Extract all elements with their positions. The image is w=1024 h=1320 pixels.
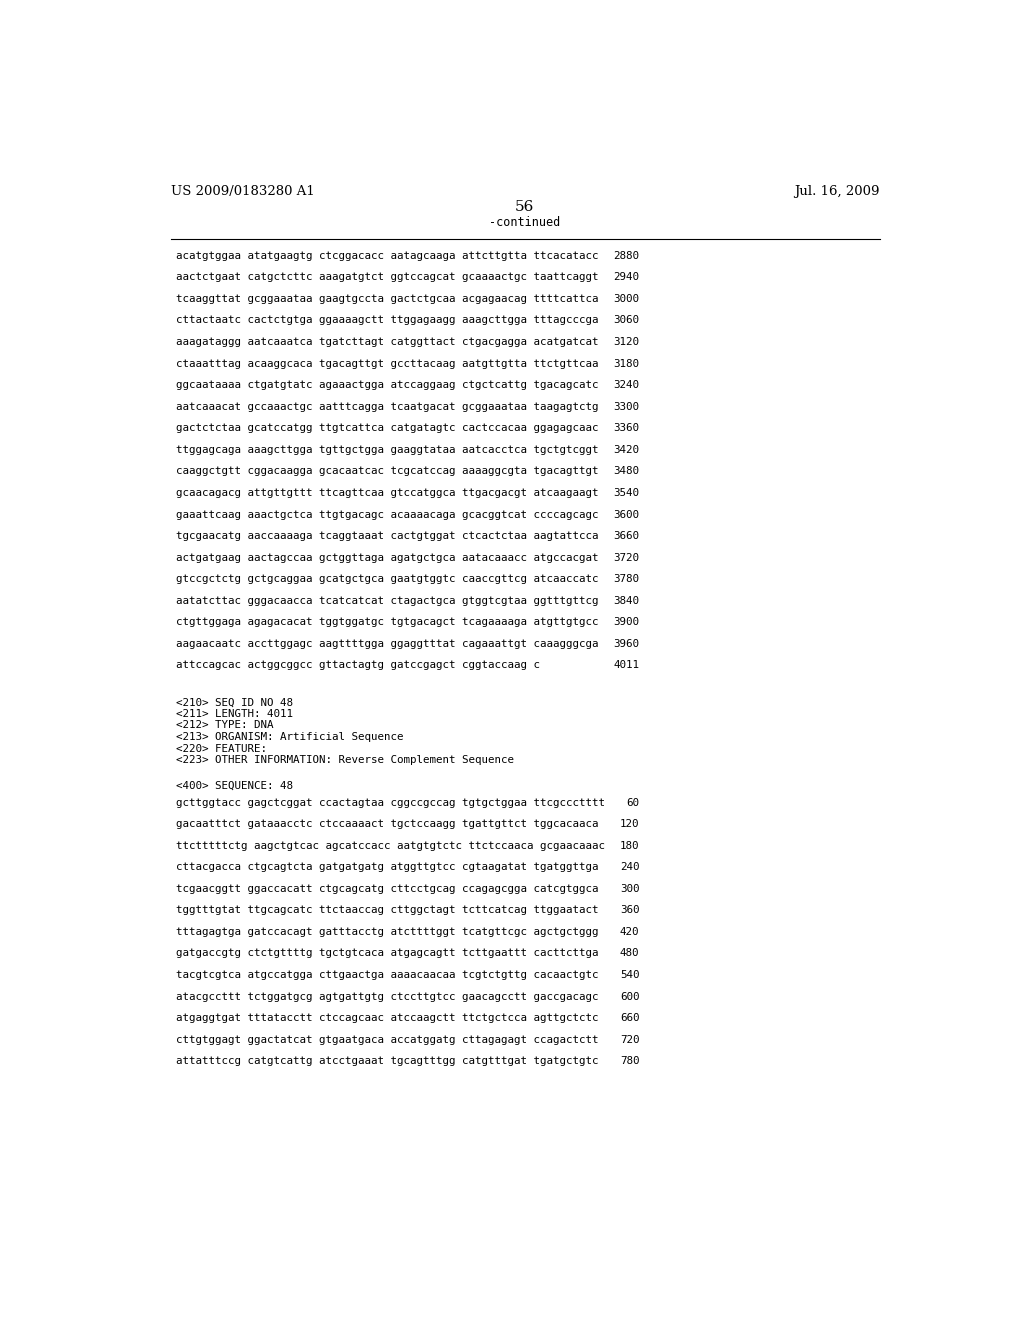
Text: aaagataggg aatcaaatca tgatcttagt catggttact ctgacgagga acatgatcat: aaagataggg aatcaaatca tgatcttagt catggtt… xyxy=(176,337,599,347)
Text: gcaacagacg attgttgttt ttcagttcaa gtccatggca ttgacgacgt atcaagaagt: gcaacagacg attgttgttt ttcagttcaa gtccatg… xyxy=(176,488,599,498)
Text: 3960: 3960 xyxy=(613,639,640,649)
Text: attccagcac actggcggcc gttactagtg gatccgagct cggtaccaag c: attccagcac actggcggcc gttactagtg gatccga… xyxy=(176,660,540,671)
Text: 3360: 3360 xyxy=(613,424,640,433)
Text: 480: 480 xyxy=(620,949,640,958)
Text: 660: 660 xyxy=(620,1014,640,1023)
Text: ctaaatttag acaaggcaca tgacagttgt gccttacaag aatgttgtta ttctgttcaa: ctaaatttag acaaggcaca tgacagttgt gccttac… xyxy=(176,359,599,368)
Text: gtccgctctg gctgcaggaa gcatgctgca gaatgtggtc caaccgttcg atcaaccatc: gtccgctctg gctgcaggaa gcatgctgca gaatgtg… xyxy=(176,574,599,585)
Text: <213> ORGANISM: Artificial Sequence: <213> ORGANISM: Artificial Sequence xyxy=(176,733,403,742)
Text: aactctgaat catgctcttc aaagatgtct ggtccagcat gcaaaactgc taattcaggt: aactctgaat catgctcttc aaagatgtct ggtccag… xyxy=(176,272,599,282)
Text: <210> SEQ ID NO 48: <210> SEQ ID NO 48 xyxy=(176,697,293,708)
Text: tggtttgtat ttgcagcatc ttctaaccag cttggctagt tcttcatcag ttggaatact: tggtttgtat ttgcagcatc ttctaaccag cttggct… xyxy=(176,906,599,915)
Text: US 2009/0183280 A1: US 2009/0183280 A1 xyxy=(171,185,314,198)
Text: 420: 420 xyxy=(620,927,640,937)
Text: gatgaccgtg ctctgttttg tgctgtcaca atgagcagtt tcttgaattt cacttcttga: gatgaccgtg ctctgttttg tgctgtcaca atgagca… xyxy=(176,949,599,958)
Text: 3420: 3420 xyxy=(613,445,640,455)
Text: 360: 360 xyxy=(620,906,640,915)
Text: -continued: -continued xyxy=(489,216,560,230)
Text: caaggctgtt cggacaagga gcacaatcac tcgcatccag aaaaggcgta tgacagttgt: caaggctgtt cggacaagga gcacaatcac tcgcatc… xyxy=(176,466,599,477)
Text: gactctctaa gcatccatgg ttgtcattca catgatagtc cactccacaa ggagagcaac: gactctctaa gcatccatgg ttgtcattca catgata… xyxy=(176,424,599,433)
Text: gaaattcaag aaactgctca ttgtgacagc acaaaacaga gcacggtcat ccccagcagc: gaaattcaag aaactgctca ttgtgacagc acaaaac… xyxy=(176,510,599,520)
Text: atgaggtgat tttatacctt ctccagcaac atccaagctt ttctgctcca agttgctctc: atgaggtgat tttatacctt ctccagcaac atccaag… xyxy=(176,1014,599,1023)
Text: <212> TYPE: DNA: <212> TYPE: DNA xyxy=(176,721,273,730)
Text: 3780: 3780 xyxy=(613,574,640,585)
Text: 2880: 2880 xyxy=(613,251,640,261)
Text: 3300: 3300 xyxy=(613,401,640,412)
Text: 3720: 3720 xyxy=(613,553,640,562)
Text: 120: 120 xyxy=(620,818,640,829)
Text: <400> SEQUENCE: 48: <400> SEQUENCE: 48 xyxy=(176,780,293,791)
Text: acatgtggaa atatgaagtg ctcggacacc aatagcaaga attcttgtta ttcacatacc: acatgtggaa atatgaagtg ctcggacacc aatagca… xyxy=(176,251,599,261)
Text: ctgttggaga agagacacat tggtggatgc tgtgacagct tcagaaaaga atgttgtgcc: ctgttggaga agagacacat tggtggatgc tgtgaca… xyxy=(176,618,599,627)
Text: 720: 720 xyxy=(620,1035,640,1044)
Text: ttctttttctg aagctgtcac agcatccacc aatgtgtctc ttctccaaca gcgaacaaac: ttctttttctg aagctgtcac agcatccacc aatgtg… xyxy=(176,841,605,850)
Text: tcgaacggtt ggaccacatt ctgcagcatg cttcctgcag ccagagcgga catcgtggca: tcgaacggtt ggaccacatt ctgcagcatg cttcctg… xyxy=(176,884,599,894)
Text: cttgtggagt ggactatcat gtgaatgaca accatggatg cttagagagt ccagactctt: cttgtggagt ggactatcat gtgaatgaca accatgg… xyxy=(176,1035,599,1044)
Text: gcttggtacc gagctcggat ccactagtaa cggccgccag tgtgctggaa ttcgccctttt: gcttggtacc gagctcggat ccactagtaa cggccgc… xyxy=(176,797,605,808)
Text: gacaatttct gataaacctc ctccaaaact tgctccaagg tgattgttct tggcacaaca: gacaatttct gataaacctc ctccaaaact tgctcca… xyxy=(176,818,599,829)
Text: 240: 240 xyxy=(620,862,640,873)
Text: 3060: 3060 xyxy=(613,315,640,326)
Text: actgatgaag aactagccaa gctggttaga agatgctgca aatacaaacc atgccacgat: actgatgaag aactagccaa gctggttaga agatgct… xyxy=(176,553,599,562)
Text: 780: 780 xyxy=(620,1056,640,1067)
Text: 3120: 3120 xyxy=(613,337,640,347)
Text: aatatcttac gggacaacca tcatcatcat ctagactgca gtggtcgtaa ggtttgttcg: aatatcttac gggacaacca tcatcatcat ctagact… xyxy=(176,595,599,606)
Text: <211> LENGTH: 4011: <211> LENGTH: 4011 xyxy=(176,709,293,719)
Text: 3000: 3000 xyxy=(613,294,640,304)
Text: tcaaggttat gcggaaataa gaagtgccta gactctgcaa acgagaacag ttttcattca: tcaaggttat gcggaaataa gaagtgccta gactctg… xyxy=(176,294,599,304)
Text: attatttccg catgtcattg atcctgaaat tgcagtttgg catgtttgat tgatgctgtc: attatttccg catgtcattg atcctgaaat tgcagtt… xyxy=(176,1056,599,1067)
Text: 60: 60 xyxy=(627,797,640,808)
Text: tacgtcgtca atgccatgga cttgaactga aaaacaacaa tcgtctgttg cacaactgtc: tacgtcgtca atgccatgga cttgaactga aaaacaa… xyxy=(176,970,599,979)
Text: 3480: 3480 xyxy=(613,466,640,477)
Text: 3840: 3840 xyxy=(613,595,640,606)
Text: Jul. 16, 2009: Jul. 16, 2009 xyxy=(795,185,880,198)
Text: <223> OTHER INFORMATION: Reverse Complement Sequence: <223> OTHER INFORMATION: Reverse Complem… xyxy=(176,755,514,766)
Text: cttacgacca ctgcagtcta gatgatgatg atggttgtcc cgtaagatat tgatggttga: cttacgacca ctgcagtcta gatgatgatg atggttg… xyxy=(176,862,599,873)
Text: 3660: 3660 xyxy=(613,531,640,541)
Text: 540: 540 xyxy=(620,970,640,979)
Text: <220> FEATURE:: <220> FEATURE: xyxy=(176,743,267,754)
Text: atacgccttt tctggatgcg agtgattgtg ctccttgtcc gaacagcctt gaccgacagc: atacgccttt tctggatgcg agtgattgtg ctccttg… xyxy=(176,991,599,1002)
Text: 180: 180 xyxy=(620,841,640,850)
Text: 2940: 2940 xyxy=(613,272,640,282)
Text: 3600: 3600 xyxy=(613,510,640,520)
Text: ggcaataaaa ctgatgtatc agaaactgga atccaggaag ctgctcattg tgacagcatc: ggcaataaaa ctgatgtatc agaaactgga atccagg… xyxy=(176,380,599,391)
Text: 3540: 3540 xyxy=(613,488,640,498)
Text: ttggagcaga aaagcttgga tgttgctgga gaaggtataa aatcacctca tgctgtcggt: ttggagcaga aaagcttgga tgttgctgga gaaggta… xyxy=(176,445,599,455)
Text: aatcaaacat gccaaactgc aatttcagga tcaatgacat gcggaaataa taagagtctg: aatcaaacat gccaaactgc aatttcagga tcaatga… xyxy=(176,401,599,412)
Text: 56: 56 xyxy=(515,199,535,214)
Text: 300: 300 xyxy=(620,884,640,894)
Text: aagaacaatc accttggagc aagttttgga ggaggtttat cagaaattgt caaagggcga: aagaacaatc accttggagc aagttttgga ggaggtt… xyxy=(176,639,599,649)
Text: 3900: 3900 xyxy=(613,618,640,627)
Text: 4011: 4011 xyxy=(613,660,640,671)
Text: 600: 600 xyxy=(620,991,640,1002)
Text: tttagagtga gatccacagt gatttacctg atcttttggt tcatgttcgc agctgctggg: tttagagtga gatccacagt gatttacctg atctttt… xyxy=(176,927,599,937)
Text: tgcgaacatg aaccaaaaga tcaggtaaat cactgtggat ctcactctaa aagtattcca: tgcgaacatg aaccaaaaga tcaggtaaat cactgtg… xyxy=(176,531,599,541)
Text: 3240: 3240 xyxy=(613,380,640,391)
Text: 3180: 3180 xyxy=(613,359,640,368)
Text: cttactaatc cactctgtga ggaaaagctt ttggagaagg aaagcttgga tttagcccga: cttactaatc cactctgtga ggaaaagctt ttggaga… xyxy=(176,315,599,326)
